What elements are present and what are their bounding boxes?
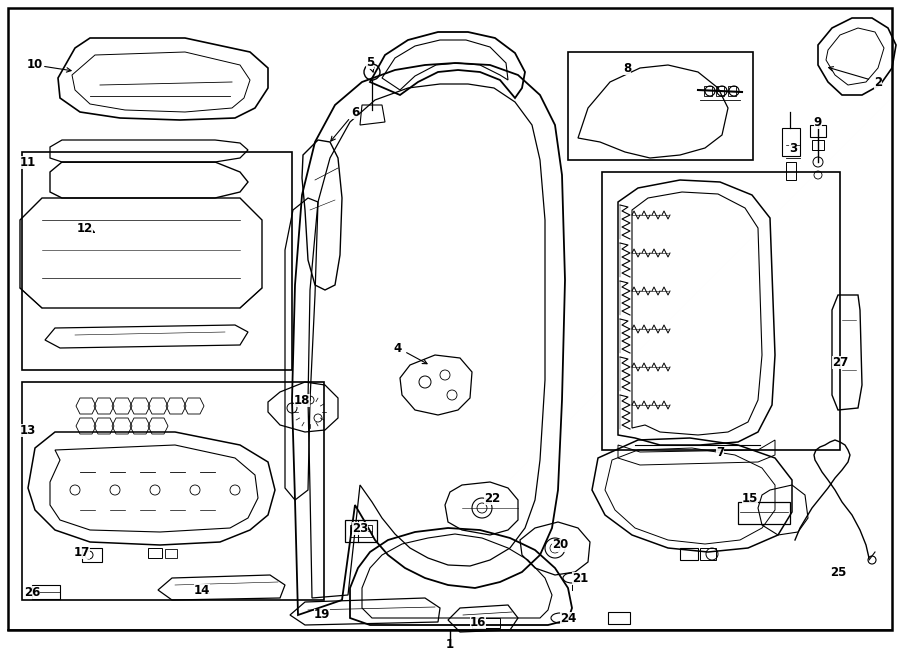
Bar [568,52,753,160]
Text: 17: 17 [74,545,90,559]
Text: 13: 13 [20,424,36,436]
Text: 26: 26 [23,586,40,598]
Bar [810,125,826,137]
Text: 24: 24 [560,611,576,625]
Bar [345,520,377,542]
Text: 15: 15 [742,492,758,504]
Bar [812,140,824,150]
Bar [602,172,840,450]
Bar [680,548,698,560]
Text: 21: 21 [572,572,588,584]
Text: 5: 5 [366,56,374,69]
Text: 20: 20 [552,539,568,551]
Bar [148,548,162,558]
Bar [738,502,790,524]
Bar [32,585,60,599]
Bar [82,548,102,562]
Bar [165,549,177,558]
Text: 9: 9 [814,116,822,128]
Bar [786,162,796,180]
Text: 25: 25 [830,566,846,578]
Text: 27: 27 [832,356,848,368]
Text: 23: 23 [352,522,368,535]
Bar [700,548,716,560]
Text: 1: 1 [446,639,454,652]
Text: 10: 10 [27,59,43,71]
Bar [22,382,324,600]
Bar [350,525,372,537]
Text: 7: 7 [716,446,724,459]
Text: 12: 12 [76,221,93,235]
Bar [782,128,800,156]
Text: 6: 6 [351,106,359,118]
Bar [22,152,292,370]
Text: 8: 8 [623,61,631,75]
Text: 19: 19 [314,609,330,621]
Text: 3: 3 [789,141,797,155]
Text: 16: 16 [470,615,486,629]
Text: 2: 2 [874,75,882,89]
Bar [608,612,630,624]
Text: 22: 22 [484,492,500,504]
Text: 18: 18 [293,393,310,407]
Text: 4: 4 [394,342,402,354]
Bar [472,618,500,628]
Text: 11: 11 [20,155,36,169]
Text: 14: 14 [194,584,211,596]
